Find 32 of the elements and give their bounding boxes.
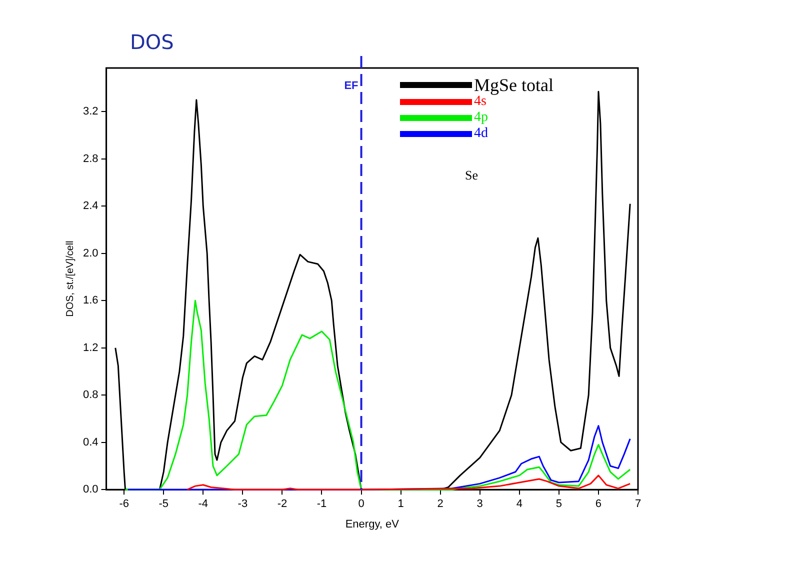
x-tick-label: -6 bbox=[119, 498, 129, 510]
text: 4p bbox=[474, 110, 488, 126]
x-tick-label: 1 bbox=[398, 498, 404, 510]
chart-title: DOS bbox=[130, 30, 174, 54]
x-tick-label: -5 bbox=[158, 498, 169, 510]
y-tick-label: 2.4 bbox=[82, 200, 98, 212]
x-tick-label: 7 bbox=[634, 498, 642, 510]
x-tick-label: 3 bbox=[476, 498, 483, 510]
y-tick-label: 0.0 bbox=[82, 484, 98, 496]
x-tick-label: 4 bbox=[516, 498, 522, 510]
x-tick-label: 0 bbox=[358, 498, 364, 510]
annotation: Se bbox=[465, 167, 478, 182]
y-tick-label: 0.4 bbox=[82, 436, 98, 448]
legend-label: MgSe total bbox=[474, 74, 554, 96]
x-axis-title: Energy, eV bbox=[345, 518, 400, 530]
y-tick-label: 2.0 bbox=[82, 247, 98, 260]
x-tick-label: 6 bbox=[595, 498, 602, 510]
y-axis-title: DOS, st./[eV]/cell bbox=[64, 240, 76, 317]
y-tick-label: 3.2 bbox=[82, 106, 98, 118]
x-tick-label: -2 bbox=[277, 498, 288, 510]
x-tick-label: 5 bbox=[556, 498, 562, 510]
y-tick-label: 2.8 bbox=[82, 152, 98, 165]
text: 4d bbox=[474, 126, 488, 142]
x-tick-label: 2 bbox=[437, 498, 444, 510]
x-tick-label: -1 bbox=[316, 498, 327, 510]
y-tick-label: 1.6 bbox=[82, 294, 98, 307]
ref-line-label: EF bbox=[344, 80, 359, 92]
text: 4s bbox=[474, 94, 486, 110]
y-tick-label: 0.8 bbox=[82, 389, 98, 402]
y-tick-label: 1.2 bbox=[82, 342, 98, 354]
x-tick-label: -4 bbox=[198, 498, 208, 510]
x-tick-label: -3 bbox=[238, 498, 248, 510]
